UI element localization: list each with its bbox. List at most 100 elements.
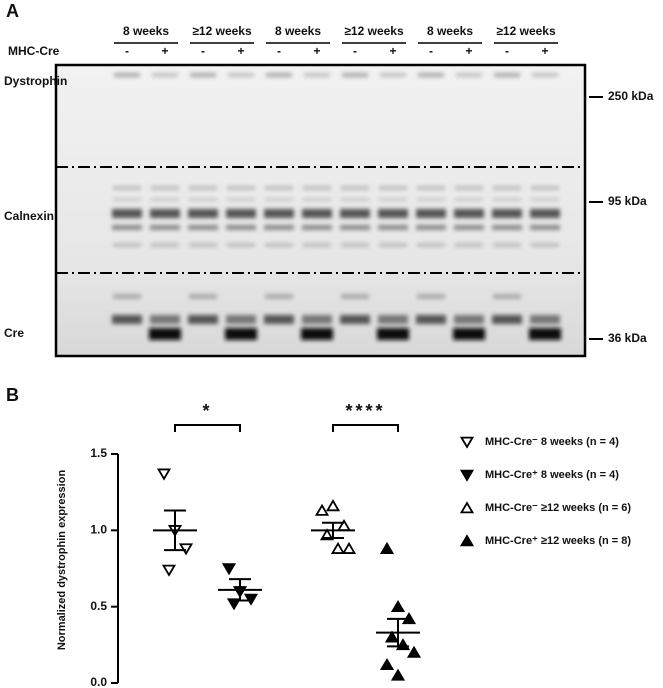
panel-label: B [6, 385, 19, 405]
legend-marker [459, 501, 475, 514]
band [114, 73, 140, 77]
band [340, 315, 370, 324]
band [151, 186, 179, 190]
data-point [390, 599, 406, 612]
band [189, 294, 217, 299]
band [342, 73, 368, 77]
band [455, 186, 483, 190]
group-label: 8 weeks [275, 24, 321, 38]
y-tick-label: 1.5 [90, 446, 107, 460]
plot: 0.0 0.5 1.0 1.5 MHC-Cre⁻ 8 weeks (n = 4) MHC-… [90, 401, 631, 688]
band [301, 328, 333, 340]
y-tick-label: 0.0 [90, 675, 107, 688]
legend-label: MHC-Cre⁻ 8 weeks (n = 4) [485, 436, 619, 448]
band [418, 73, 444, 77]
band [113, 186, 141, 190]
lane-sign: + [237, 44, 244, 58]
band [455, 243, 483, 247]
band [264, 315, 294, 324]
mw-marker: 36 kDa [608, 331, 647, 345]
band [530, 209, 560, 218]
legend-label: MHC-Cre⁺ ≥12 weeks (n = 8) [485, 535, 631, 547]
band [265, 186, 293, 190]
lane-sign: - [125, 44, 129, 58]
band [492, 209, 522, 218]
mw-marker: 95 kDa [608, 194, 647, 208]
significance-bracket [332, 424, 399, 432]
band [226, 315, 256, 324]
data-point [178, 543, 194, 556]
band [150, 209, 180, 218]
lane-sign: + [313, 44, 320, 58]
band [151, 198, 179, 201]
blot [56, 65, 585, 356]
significance-label: * [202, 401, 212, 421]
band [417, 186, 445, 190]
band [377, 328, 409, 340]
group-label: 8 weeks [123, 24, 169, 38]
lane-sign: + [161, 44, 168, 58]
band [341, 243, 369, 247]
band [492, 315, 522, 324]
band [379, 198, 407, 201]
group-label: ≥12 weeks [496, 24, 556, 38]
legend-marker [459, 534, 475, 547]
band [265, 198, 293, 201]
band [228, 73, 254, 77]
band [264, 225, 294, 230]
band [265, 294, 293, 299]
data-point [314, 503, 330, 516]
band [150, 315, 180, 324]
group-label: ≥12 weeks [192, 24, 252, 38]
band [189, 198, 217, 201]
band [225, 328, 257, 340]
band [189, 243, 217, 247]
band [302, 315, 332, 324]
band [112, 315, 142, 324]
group-label: 8 weeks [427, 24, 473, 38]
band [190, 73, 216, 77]
band [531, 198, 559, 201]
protein-label: Cre [4, 326, 24, 340]
band [454, 315, 484, 324]
y-tick-label: 1.0 [90, 523, 107, 537]
lane-sign: + [465, 44, 472, 58]
band [302, 209, 332, 218]
band [113, 243, 141, 247]
data-point [330, 541, 346, 554]
band [150, 225, 180, 230]
band [188, 225, 218, 230]
band [265, 243, 293, 247]
data-point [406, 645, 422, 658]
lane-sign: - [505, 44, 509, 58]
band [112, 209, 142, 218]
band [493, 186, 521, 190]
lane-sign: + [389, 44, 396, 58]
band [152, 73, 178, 77]
band [303, 186, 331, 190]
row-label: MHC-Cre [8, 44, 60, 58]
band [529, 328, 561, 340]
significance-bracket [174, 424, 241, 432]
lane-sign: + [541, 44, 548, 58]
protein-label: Calnexin [4, 209, 54, 223]
data-point [395, 638, 411, 651]
group-label: ≥12 weeks [344, 24, 404, 38]
band [340, 209, 370, 218]
band [113, 198, 141, 201]
band [188, 209, 218, 218]
band [455, 198, 483, 201]
band [188, 315, 218, 324]
band [532, 73, 558, 77]
band [531, 243, 559, 247]
band [416, 209, 446, 218]
band [266, 73, 292, 77]
band [380, 73, 406, 77]
band [531, 186, 559, 190]
band [417, 198, 445, 201]
panel-label: A [6, 1, 19, 21]
band [454, 209, 484, 218]
band [416, 315, 446, 324]
data-point [341, 541, 357, 554]
